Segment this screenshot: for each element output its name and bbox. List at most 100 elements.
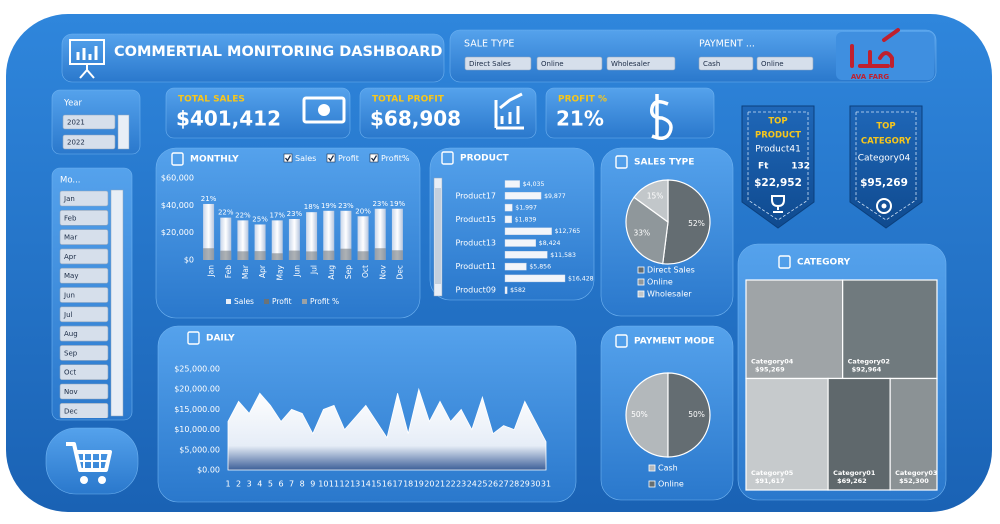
x-tick-label: 17: [393, 480, 403, 489]
filter-button[interactable]: [59, 287, 109, 303]
product-bar: [504, 180, 520, 188]
filter-button[interactable]: [59, 403, 109, 418]
treemap-cell: [745, 377, 829, 491]
profit-pct-label: 22%: [235, 211, 251, 219]
filter-button[interactable]: [59, 248, 109, 265]
badge-dash: [747, 111, 809, 221]
top-product-quantity: 132: [791, 162, 810, 172]
profit-pct-label: 20%: [355, 207, 371, 215]
filter-button[interactable]: [59, 306, 109, 323]
filter-button[interactable]: [59, 325, 109, 342]
filter-button[interactable]: [698, 56, 754, 71]
kpi-label: PROFIT %: [558, 95, 607, 105]
cell-label: Category03: [895, 469, 937, 477]
treemap-cell: [889, 377, 938, 491]
slicer-label: Mo...: [60, 176, 81, 186]
filter-button[interactable]: [59, 364, 109, 381]
filter-option: Mar: [64, 234, 77, 242]
x-tick-label: 23: [456, 480, 466, 489]
cell-label: Category04: [751, 357, 794, 365]
pie-slice: [667, 372, 711, 458]
filter-button[interactable]: [59, 190, 109, 207]
x-tick-label: Aug: [327, 265, 336, 280]
toggle-label: Profit: [338, 154, 359, 163]
toggle-checkbox[interactable]: [369, 153, 379, 163]
target-icon: [881, 203, 887, 209]
sales-bar: [340, 210, 352, 260]
filter-button[interactable]: [536, 56, 603, 71]
pie-slice: [633, 179, 669, 224]
x-tick-label: 22: [446, 480, 456, 489]
top-category-sales: $95,269: [860, 177, 908, 189]
toggle-checkbox[interactable]: [283, 153, 293, 163]
profit-pct-label: 23%: [287, 210, 303, 218]
treemap-cell: [827, 377, 891, 491]
sales-bar: [374, 208, 386, 260]
profit-pct-label: 22%: [218, 209, 234, 217]
filter-button[interactable]: [59, 345, 109, 361]
legend-label: Profit %: [310, 297, 339, 306]
x-tick-label: 10: [318, 480, 328, 489]
profit-pct-label: 18%: [304, 203, 320, 211]
toggle-check: [284, 155, 292, 162]
filter-button[interactable]: [62, 134, 116, 150]
kpi-value: $68,908: [370, 107, 461, 131]
y-tick-label: Product15: [455, 215, 496, 224]
chart-title: CATEGORY: [797, 258, 851, 268]
sales-bar: [391, 208, 403, 260]
value-label: $11,583: [550, 252, 576, 259]
money-icon: [302, 96, 346, 124]
y-tick-label: $10,000.00: [174, 425, 220, 434]
filter-button[interactable]: [606, 56, 676, 71]
x-tick-label: 7: [289, 480, 294, 489]
scrollbar: [110, 189, 124, 417]
top-category-name: Category04: [858, 154, 911, 164]
x-tick-label: 18: [403, 480, 413, 489]
chart-title: PRODUCT: [460, 154, 510, 164]
x-tick-label: Sep: [344, 265, 353, 279]
x-tick-label: 25: [477, 480, 487, 489]
filter-button[interactable]: [62, 114, 116, 130]
badge-title: CATEGORY: [861, 137, 912, 147]
sales-bar: [288, 219, 300, 260]
panel-icon: [441, 151, 454, 165]
profit-bar: [220, 250, 232, 260]
y-tick-label: Product09: [455, 286, 496, 295]
product-bar: [504, 274, 566, 283]
legend-swatch: [226, 299, 231, 304]
badge-dash: [855, 111, 917, 221]
x-tick-label: Feb: [224, 265, 233, 279]
legend-label: Online: [647, 278, 673, 287]
profit-pct-label: 21%: [201, 195, 217, 203]
x-tick-label: 20: [424, 480, 434, 489]
legend-swatch: [648, 464, 656, 472]
y-tick-label: $0.00: [197, 466, 220, 475]
filter-button[interactable]: [59, 383, 109, 400]
filter-button[interactable]: [59, 229, 109, 245]
cart-grid: [78, 452, 108, 470]
x-tick-label: 4: [257, 480, 262, 489]
product-bar: [504, 203, 513, 212]
product-bar: [504, 262, 527, 271]
legend-label: Cash: [658, 464, 678, 473]
cart-wheel: [80, 476, 88, 484]
filter-button[interactable]: [464, 56, 532, 71]
pie-slice: [625, 196, 669, 265]
y-tick-label: $40,000: [161, 201, 194, 210]
y-tick-label: Product13: [455, 239, 496, 248]
filter-button[interactable]: [59, 210, 109, 226]
panel-icon: [615, 334, 628, 348]
filter-label: SALE TYPE: [464, 39, 514, 50]
filter-option: May: [64, 272, 78, 280]
value-label: $12,765: [555, 228, 581, 235]
filter-button[interactable]: [59, 267, 109, 284]
x-tick-label: Dec: [395, 265, 404, 280]
toggle-checkbox[interactable]: [326, 153, 336, 163]
y-tick-label: $5,000.00: [179, 445, 220, 454]
profit-bar: [288, 250, 300, 260]
filter-button[interactable]: [756, 56, 814, 71]
x-tick-label: 21: [435, 480, 445, 489]
legend-swatch: [264, 299, 269, 304]
filter-option: Feb: [64, 214, 77, 222]
product-bar: [504, 215, 512, 224]
